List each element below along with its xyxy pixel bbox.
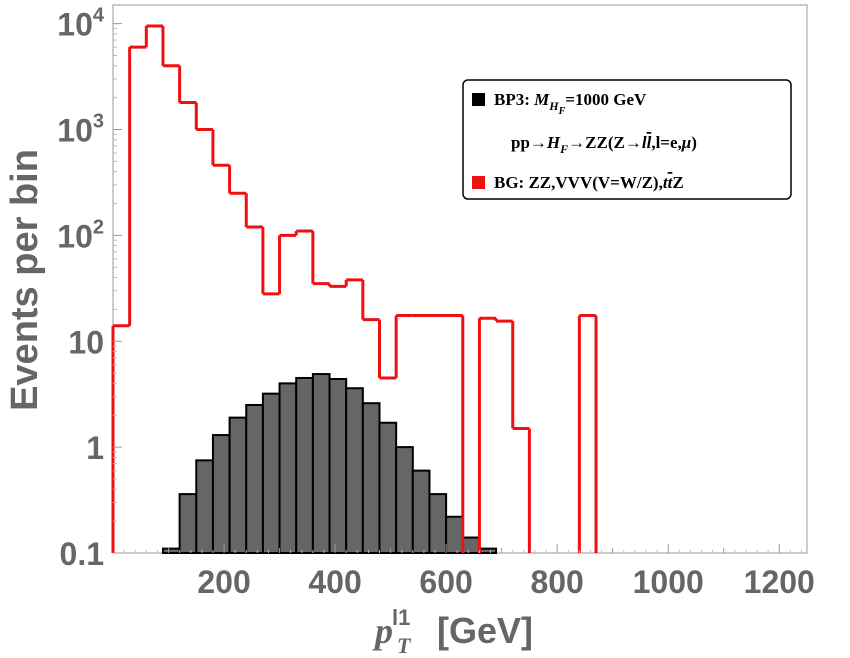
x-tick-label: 400	[308, 564, 361, 600]
y-tick-label: 1	[86, 430, 104, 466]
legend-text-part: H	[546, 133, 561, 152]
y-tick-base: 10	[57, 7, 93, 43]
legend-text-part: F	[558, 106, 566, 117]
signal-bar	[178, 493, 198, 555]
legend-entry-0: BP3: MHF=1000 GeV	[494, 90, 647, 117]
signal-bar	[345, 387, 364, 554]
signal-bar	[411, 469, 431, 554]
legend-text-part: pp→	[511, 133, 547, 152]
y-tick-label: 0.1	[60, 536, 104, 572]
x-axis-title-sup: l1	[392, 605, 410, 630]
x-axis-title-unit: [GeV]	[437, 610, 533, 651]
x-tick-label: 200	[197, 564, 250, 600]
legend-text-part: t	[668, 173, 674, 192]
signal-bar	[395, 446, 414, 554]
signal-bar	[211, 434, 231, 555]
y-tick-base: 0.1	[60, 536, 104, 572]
legend-text-part: μ	[681, 133, 691, 152]
signal-bar	[461, 536, 481, 555]
x-axis-title: pl1 T [GeV]	[372, 605, 533, 658]
series-background-bg	[111, 24, 598, 553]
legend-text-part: BP3:	[494, 90, 534, 109]
y-tick-label: 102	[57, 216, 104, 254]
x-axis-title-main: p	[372, 611, 393, 651]
y-tick-label: 104	[57, 5, 105, 43]
x-tick-label: 800	[530, 564, 583, 600]
x-tick-label: 1200	[744, 564, 815, 600]
legend-text-part: =1000 GeV	[565, 90, 647, 109]
x-axis-ticks: 200 400 600 800 1000 1200	[123, 544, 815, 600]
y-tick-base: 1	[86, 430, 104, 466]
signal-bar	[295, 376, 314, 554]
legend-text-part: t	[663, 173, 669, 192]
signal-bar	[161, 547, 181, 554]
signal-bar	[361, 402, 381, 554]
legend-text-part: F	[559, 142, 568, 156]
legend-text-part: Z	[672, 173, 683, 192]
y-tick-exponent: 2	[93, 216, 104, 238]
signal-bar	[278, 382, 298, 554]
y-tick-base: 10	[57, 218, 93, 254]
x-tick-label: 1000	[633, 564, 704, 600]
legend-box	[462, 79, 792, 200]
legend-entry-2: BG: ZZ,VVV(V=W/Z),ttZ	[494, 173, 684, 192]
legend-text-part: )	[691, 133, 697, 152]
y-tick-exponent: 4	[93, 5, 105, 27]
legend-text-part: l	[647, 133, 652, 152]
signal-bar	[378, 421, 398, 554]
y-tick-base: 10	[68, 324, 104, 360]
legend-swatch	[472, 93, 485, 106]
legend-entry-1: pp→HF→ZZ(Z→ll,l=e,μ)	[511, 133, 697, 156]
y-axis-title: Events per bin	[4, 149, 46, 411]
legend-text-part: ,l=e,	[651, 133, 681, 152]
signal-bar	[428, 493, 448, 555]
y-tick-label: 10	[68, 324, 104, 360]
signal-bar	[228, 416, 248, 554]
signal-bar	[311, 373, 331, 554]
signal-bar	[478, 547, 498, 554]
x-axis-title-sub: T	[397, 633, 412, 658]
y-tick-label: 103	[57, 111, 104, 149]
signal-bar	[445, 515, 464, 555]
series-signal-bp3	[161, 373, 498, 555]
legend-text-part: l	[642, 133, 647, 152]
legend-swatch	[472, 176, 485, 189]
legend-text-part: H	[548, 99, 559, 113]
signal-bar	[328, 378, 348, 554]
signal-bar	[261, 392, 281, 554]
signal-bar	[195, 459, 214, 555]
legend-text-part: BG: ZZ,VVV(V=W/Z),	[494, 173, 663, 192]
y-tick-exponent: 3	[93, 111, 104, 133]
y-tick-base: 10	[57, 113, 93, 149]
histogram-bars	[111, 24, 598, 555]
x-tick-label: 600	[419, 564, 472, 600]
legend-text-part: →ZZ(Z→	[568, 133, 642, 152]
legend: BP3: MHF=1000 GeVpp→HF→ZZ(Z→ll,l=e,μ)BG:…	[462, 79, 792, 200]
signal-bar	[245, 403, 264, 554]
legend-text-part: M	[533, 90, 550, 109]
